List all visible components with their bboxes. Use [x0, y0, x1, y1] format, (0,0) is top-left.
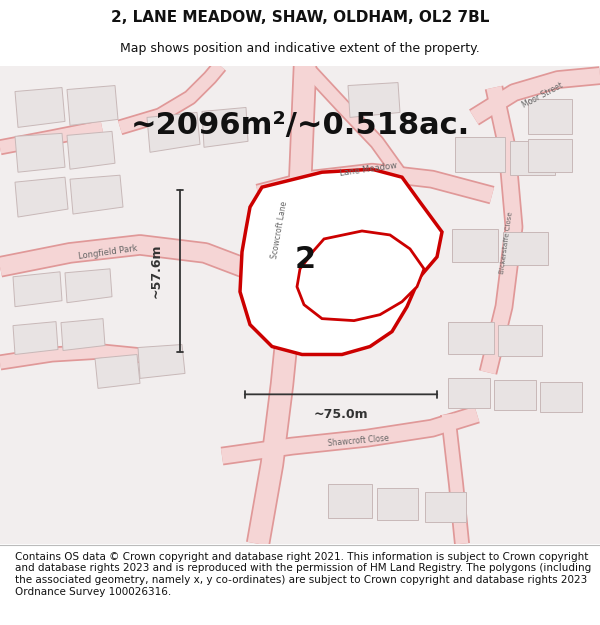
Polygon shape [15, 177, 68, 217]
Polygon shape [528, 139, 572, 172]
Polygon shape [425, 492, 466, 522]
Text: Shawcroft Close: Shawcroft Close [327, 434, 389, 448]
Text: 2, LANE MEADOW, SHAW, OLDHAM, OL2 7BL: 2, LANE MEADOW, SHAW, OLDHAM, OL2 7BL [111, 10, 489, 25]
Text: Bickerstaffe Close: Bickerstaffe Close [499, 211, 514, 274]
Polygon shape [452, 229, 498, 262]
Polygon shape [65, 269, 112, 302]
Polygon shape [138, 344, 185, 378]
Polygon shape [13, 322, 58, 354]
Polygon shape [348, 82, 400, 118]
Polygon shape [61, 319, 105, 351]
Text: ~57.6m: ~57.6m [149, 244, 163, 298]
Polygon shape [240, 169, 442, 354]
Text: 2: 2 [295, 246, 316, 274]
Polygon shape [377, 488, 418, 520]
Polygon shape [503, 232, 548, 265]
Text: Contains OS data © Crown copyright and database right 2021. This information is : Contains OS data © Crown copyright and d… [15, 552, 591, 597]
Polygon shape [455, 138, 505, 172]
Polygon shape [448, 378, 490, 408]
Polygon shape [95, 354, 140, 388]
Text: ~75.0m: ~75.0m [314, 408, 368, 421]
Polygon shape [448, 322, 494, 354]
Text: Longfield Park: Longfield Park [78, 244, 138, 261]
Polygon shape [528, 99, 572, 134]
Polygon shape [510, 141, 555, 175]
Polygon shape [147, 112, 200, 152]
Polygon shape [328, 484, 372, 518]
Text: Map shows position and indicative extent of the property.: Map shows position and indicative extent… [120, 42, 480, 55]
Polygon shape [67, 86, 118, 126]
Polygon shape [540, 382, 582, 412]
Polygon shape [297, 231, 424, 321]
Polygon shape [67, 131, 115, 169]
Polygon shape [498, 324, 542, 356]
Polygon shape [13, 272, 62, 307]
Text: Moor Street: Moor Street [521, 81, 565, 110]
Text: ~2096m²/~0.518ac.: ~2096m²/~0.518ac. [130, 111, 470, 140]
Text: Lane Meadow: Lane Meadow [338, 161, 397, 177]
Text: Scowcroft Lane: Scowcroft Lane [271, 201, 289, 259]
Polygon shape [70, 175, 123, 214]
Polygon shape [15, 133, 65, 172]
Polygon shape [15, 88, 65, 128]
Polygon shape [494, 381, 536, 410]
Polygon shape [202, 107, 248, 148]
